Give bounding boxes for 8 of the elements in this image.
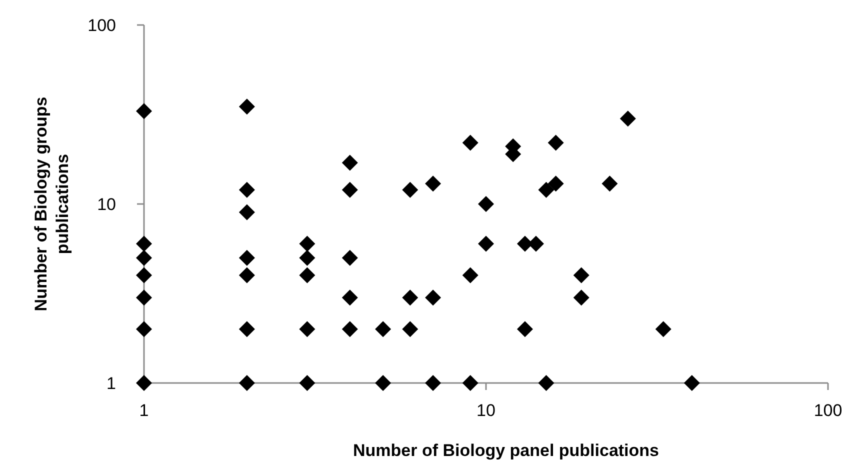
y-tick-label: 1 [106, 374, 116, 393]
x-tick-label: 1 [139, 401, 149, 420]
x-tick-label: 100 [814, 401, 842, 420]
y-tick-label: 100 [88, 16, 116, 35]
y-axis-title: Number of Biology groups publications [32, 96, 72, 312]
x-tick-label: 10 [476, 401, 496, 420]
x-axis-title: Number of Biology panel publications [352, 441, 660, 460]
y-tick-label: 10 [97, 194, 116, 214]
